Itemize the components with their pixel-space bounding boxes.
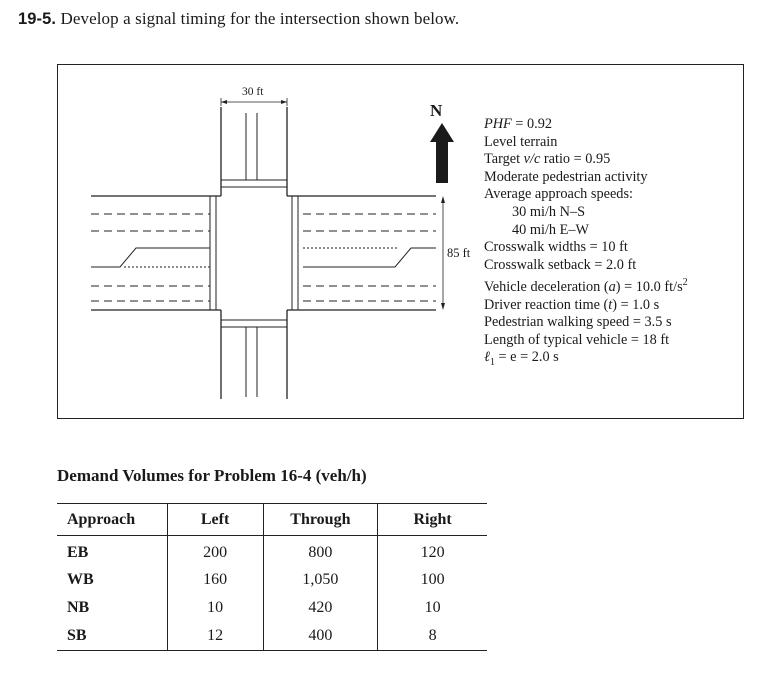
param-reaction-time: Driver reaction time (t) = 1.0 s bbox=[484, 296, 660, 313]
header-through: Through bbox=[262, 503, 378, 536]
cell-left: 200 bbox=[166, 535, 264, 566]
cell-approach: WB bbox=[67, 571, 94, 588]
param-speeds-heading: Average approach speeds: bbox=[484, 186, 633, 203]
width-dimension-label: 30 ft bbox=[242, 86, 264, 98]
param-deceleration: Vehicle deceleration (a) = 10.0 ft/s2 bbox=[484, 277, 688, 296]
intersection-figure: N 30 ft 85 ft PHF = 0.92 Level terrain T… bbox=[57, 64, 744, 419]
param-crosswalk-setback: Crosswalk setback = 2.0 ft bbox=[484, 256, 637, 273]
cell-left: 160 bbox=[166, 566, 264, 594]
parameter-list: PHF = 0.92 Level terrain Target v/c rati… bbox=[484, 116, 688, 372]
problem-text: Develop a signal timing for the intersec… bbox=[60, 9, 460, 28]
cell-approach: NB bbox=[67, 599, 90, 616]
table-header-row: Approach Left Through Right bbox=[57, 503, 487, 536]
param-speed-ew: 40 mi/h E–W bbox=[512, 221, 590, 238]
header-approach: Approach bbox=[57, 503, 168, 536]
west-median bbox=[91, 247, 210, 268]
param-speed-ns: 30 mi/h N–S bbox=[512, 203, 586, 220]
height-dimension-label: 85 ft bbox=[447, 246, 471, 260]
table-row: NB 10 420 10 bbox=[57, 594, 487, 622]
table-row: SB 12 400 8 bbox=[57, 622, 487, 651]
cell-approach: EB bbox=[67, 544, 89, 561]
param-lost-time: ℓ1 = e = 2.0 s bbox=[484, 349, 559, 369]
table-row: EB 200 800 120 bbox=[57, 535, 487, 566]
cell-right: 100 bbox=[377, 566, 487, 594]
east-median bbox=[303, 247, 436, 268]
param-phf: PHF = 0.92 bbox=[484, 116, 553, 132]
north-label: N bbox=[430, 101, 443, 120]
param-vc-ratio: Target v/c ratio = 0.95 bbox=[484, 151, 611, 168]
intersection-diagram bbox=[91, 98, 454, 399]
cell-right: 10 bbox=[377, 594, 487, 622]
param-walk-speed: Pedestrian walking speed = 3.5 s bbox=[484, 314, 672, 331]
problem-number: 19-5. bbox=[18, 10, 57, 28]
table-title: Demand Volumes for Problem 16-4 (veh/h) bbox=[57, 466, 367, 485]
cell-left: 10 bbox=[166, 594, 264, 622]
problem-statement: 19-5. Develop a signal timing for the in… bbox=[18, 9, 459, 29]
table-row: WB 160 1,050 100 bbox=[57, 566, 487, 594]
north-arrow-icon bbox=[430, 123, 454, 183]
cell-through: 1,050 bbox=[262, 566, 378, 594]
demand-volume-table: Approach Left Through Right EB 200 800 1… bbox=[57, 503, 487, 651]
header-right: Right bbox=[377, 503, 487, 536]
param-terrain: Level terrain bbox=[484, 133, 558, 150]
cell-through: 400 bbox=[262, 622, 378, 651]
cell-through: 420 bbox=[262, 594, 378, 622]
cell-approach: SB bbox=[57, 622, 168, 651]
header-left: Left bbox=[166, 503, 264, 536]
param-vehicle-length: Length of typical vehicle = 18 ft bbox=[484, 331, 670, 348]
cell-right: 120 bbox=[377, 535, 487, 566]
cell-right: 8 bbox=[377, 622, 487, 651]
param-crosswalk-width: Crosswalk widths = 10 ft bbox=[484, 239, 628, 256]
cell-through: 800 bbox=[262, 535, 378, 566]
param-ped-activity: Moderate pedestrian activity bbox=[484, 168, 648, 185]
cell-left: 12 bbox=[166, 622, 264, 651]
